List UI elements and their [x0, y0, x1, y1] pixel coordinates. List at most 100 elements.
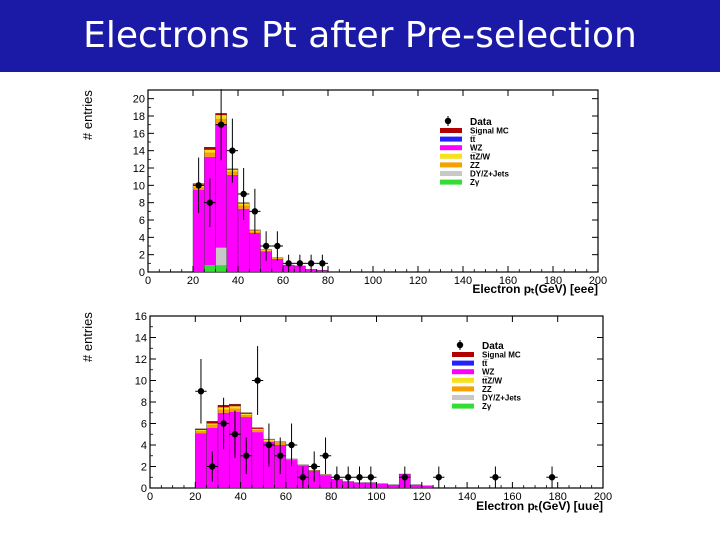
y-tick-label: 12	[133, 163, 145, 175]
legend-swatch	[440, 171, 462, 176]
y-tick-label: 2	[141, 462, 147, 474]
bar-wz	[195, 433, 207, 488]
y-tick-label: 10	[133, 180, 145, 192]
bar-signalmc	[229, 404, 241, 407]
bar-zz	[319, 474, 332, 476]
title-bar	[0, 0, 720, 72]
x-tick-label: 120	[409, 275, 427, 287]
y-tick-label: 6	[141, 419, 147, 431]
legend-entry: DY/Z+Jets	[440, 170, 509, 179]
x-tick-label: 100	[364, 275, 382, 287]
legend-label: Zγ	[470, 178, 480, 187]
y-tick-label: 6	[139, 215, 145, 227]
data-point	[195, 182, 202, 189]
legend-entry: tt̅	[452, 359, 489, 368]
x-tick-label: 20	[189, 491, 201, 503]
data-point	[356, 474, 363, 481]
x-tick-label: 120	[413, 491, 431, 503]
x-tick-label: 0	[145, 275, 151, 287]
bar-zz	[229, 408, 241, 412]
axis-ticks: 0 20 40 60 80 100 120 140 160 180 200 0 2 4 6 8 10 12 14 16…	[133, 90, 607, 287]
x-axis-label: Electron pₜ(GeV) [eee]	[472, 282, 598, 296]
data-point	[333, 474, 341, 481]
data-points	[195, 346, 558, 488]
y-tick-label: 8	[141, 397, 147, 409]
bar-wz	[238, 208, 250, 272]
legend-entry: Zγ	[452, 402, 492, 411]
legend-label: WZ	[470, 144, 483, 153]
data-point	[240, 190, 247, 198]
data-point	[243, 452, 250, 459]
bar-signalmc	[251, 427, 264, 429]
legend-label: tt̅	[470, 135, 477, 144]
y-tick-label: 2	[139, 250, 145, 262]
bar-zz	[206, 424, 218, 428]
data-point	[367, 474, 375, 481]
data-point	[217, 121, 225, 128]
bar-wz	[215, 123, 227, 248]
x-tick-label: 200	[594, 491, 612, 503]
legend-entry: Zγ	[440, 178, 480, 187]
legend-entry: DY/Z+Jets	[452, 394, 521, 403]
data-point	[322, 452, 329, 459]
legend-entry: Signal MC	[452, 351, 521, 360]
legend-label: WZ	[482, 368, 495, 377]
legend-swatch	[440, 179, 462, 185]
legend-swatch	[440, 153, 462, 159]
x-tick-label: 180	[549, 491, 567, 503]
legend-label-data: Data	[482, 341, 504, 352]
bar-wz	[193, 189, 205, 272]
y-tick-label: 4	[139, 232, 145, 244]
bar-z	[215, 265, 227, 272]
data-points	[193, 89, 328, 272]
y-tick-label: 14	[135, 333, 147, 345]
legend-label: Zγ	[482, 402, 492, 411]
bar-wz	[271, 259, 283, 272]
legend-entry: tt̅Z/W	[440, 152, 490, 161]
x-tick-label: 100	[367, 491, 385, 503]
bar-zz	[195, 431, 207, 434]
y-tick-label: 16	[133, 128, 145, 140]
y-tick-label: 18	[133, 111, 145, 123]
bar-zz	[297, 464, 309, 466]
x-tick-label: 40	[232, 275, 244, 287]
bar-wz	[249, 233, 261, 272]
legend-entry: WZ	[452, 368, 495, 377]
bar-zz	[204, 152, 216, 157]
x-axis-label: Electron pₜ(GeV) [uue]	[476, 499, 603, 513]
y-tick-label: 10	[135, 376, 147, 388]
x-tick-label: 40	[234, 491, 246, 503]
legend-swatch	[452, 403, 474, 409]
data-point	[220, 420, 227, 427]
data-point	[296, 260, 304, 267]
legend-entry: tt̅	[440, 135, 477, 144]
data-point	[307, 260, 315, 267]
bar-wz	[319, 475, 332, 488]
legend-entry: Signal MC	[440, 127, 509, 136]
x-tick-label: 80	[322, 275, 334, 287]
y-tick-label: 0	[141, 483, 147, 495]
x-tick-label: 60	[277, 275, 289, 287]
legend-swatch	[452, 360, 474, 366]
bar-z	[204, 265, 216, 272]
x-tick-label: 160	[499, 275, 517, 287]
bar-zz	[240, 414, 252, 418]
legend-swatch	[452, 377, 474, 383]
data-point	[265, 441, 273, 449]
legend-swatch	[440, 162, 462, 168]
x-tick-label: 80	[325, 491, 337, 503]
slide-title: Electrons Pt after Pre-selection	[83, 15, 637, 56]
bar-ttzw	[195, 429, 207, 432]
data-point	[401, 474, 409, 481]
legend-swatch	[452, 386, 474, 392]
legend-swatch	[452, 352, 474, 357]
bar-signalmc	[206, 421, 218, 424]
bar-ttzw	[251, 428, 264, 430]
legend-label: Signal MC	[470, 127, 509, 136]
y-tick-label: 4	[141, 440, 147, 452]
x-tick-label: 180	[544, 275, 562, 287]
legend-entry: WZ	[440, 144, 483, 153]
legend-label: ZZ	[470, 161, 480, 170]
data-point	[197, 388, 205, 395]
